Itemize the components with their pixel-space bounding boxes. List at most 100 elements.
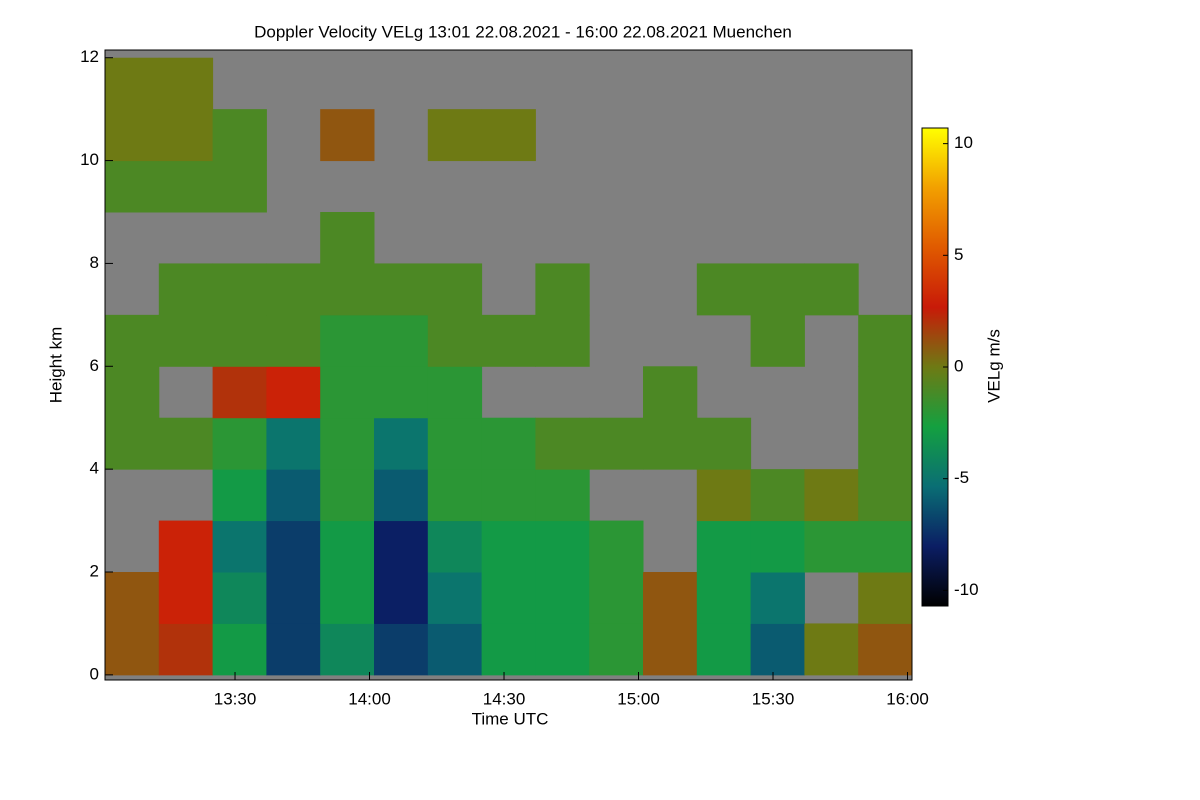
heatmap-cell xyxy=(589,572,644,624)
heatmap-cell xyxy=(481,520,536,573)
heatmap-cell xyxy=(858,623,913,676)
heatmap-cell xyxy=(643,623,698,676)
heatmap-cell xyxy=(696,623,752,676)
colorbar-tick-label: 0 xyxy=(954,356,963,375)
colorbar-label: VELg m/s xyxy=(984,329,1003,403)
heatmap-cell xyxy=(427,366,483,419)
heatmap-cell xyxy=(374,623,429,676)
heatmap-cell xyxy=(374,520,429,573)
heatmap-cell xyxy=(320,520,375,573)
heatmap-cell xyxy=(858,366,913,419)
heatmap-cell xyxy=(804,469,859,522)
y-tick-label: 8 xyxy=(90,253,99,272)
heatmap-cell xyxy=(750,572,805,624)
heatmap-cell xyxy=(266,417,321,470)
heatmap-cell xyxy=(427,109,483,162)
heatmap-cell xyxy=(374,314,429,367)
heatmap-cell xyxy=(158,520,214,573)
heatmap-cell xyxy=(696,263,752,316)
heatmap-cell xyxy=(212,263,267,316)
heatmap-cell xyxy=(105,109,160,162)
heatmap-cell xyxy=(374,366,429,419)
heatmap-cell xyxy=(320,109,375,162)
heatmap-cell xyxy=(212,417,267,470)
heatmap-cell xyxy=(374,263,429,316)
heatmap-cell xyxy=(535,314,590,367)
heatmap-cell xyxy=(158,572,214,624)
colorbar-tick-label: -10 xyxy=(954,580,979,599)
x-axis-label: Time UTC xyxy=(472,709,549,728)
heatmap-cell xyxy=(535,623,590,676)
heatmap-cell xyxy=(643,366,698,419)
heatmap-cell xyxy=(535,469,590,522)
heatmap-cell xyxy=(535,572,590,624)
x-tick-label: 14:00 xyxy=(348,689,391,708)
heatmap-cell xyxy=(266,263,321,316)
heatmap-cell xyxy=(374,572,429,624)
heatmap-cell xyxy=(481,572,536,624)
heatmap-cell xyxy=(266,314,321,367)
heatmap-cell xyxy=(320,212,375,264)
x-tick-label: 14:30 xyxy=(483,689,526,708)
heatmap-cell xyxy=(750,623,805,676)
y-tick-label: 2 xyxy=(90,561,99,580)
heatmap-cell xyxy=(158,314,214,367)
heatmap-cell xyxy=(212,520,267,573)
heatmap-cell xyxy=(804,520,859,573)
heatmap-cell xyxy=(212,623,267,676)
heatmap-cell xyxy=(535,417,590,470)
heatmap-cell xyxy=(320,623,375,676)
heatmap-cell xyxy=(105,623,160,676)
y-tick-label: 4 xyxy=(90,459,99,478)
heatmap-cell xyxy=(105,366,160,419)
heatmap-cell xyxy=(158,623,214,676)
x-tick-label: 16:00 xyxy=(886,689,929,708)
heatmap-cell xyxy=(427,314,483,367)
heatmap-cell xyxy=(266,366,321,419)
y-axis-label: Height km xyxy=(46,327,65,404)
colorbar-tick-label: 10 xyxy=(954,133,973,152)
heatmap-cell xyxy=(320,417,375,470)
heatmap-cell xyxy=(589,417,644,470)
heatmap-cell xyxy=(158,160,214,213)
y-tick-label: 10 xyxy=(80,150,99,169)
heatmap-cell xyxy=(481,623,536,676)
heatmap-cell xyxy=(320,572,375,624)
heatmap-cell xyxy=(427,417,483,470)
heatmap-cell xyxy=(266,623,321,676)
heatmap-cell xyxy=(212,109,267,162)
heatmap-cell xyxy=(750,314,805,367)
x-tick-label: 15:00 xyxy=(617,689,660,708)
heatmap-cell xyxy=(643,572,698,624)
heatmap-cell xyxy=(212,572,267,624)
heatmap-cell xyxy=(105,417,160,470)
heatmap-cell xyxy=(105,314,160,367)
heatmap-cell xyxy=(158,263,214,316)
heatmap-cell xyxy=(696,520,752,573)
x-tick-label: 13:30 xyxy=(214,689,257,708)
colorbar-tick-label: 5 xyxy=(954,245,963,264)
heatmap-cell xyxy=(158,109,214,162)
heatmap-cell xyxy=(858,572,913,624)
heatmap-cell xyxy=(427,520,483,573)
heatmap-cell xyxy=(374,417,429,470)
heatmap-cell xyxy=(481,314,536,367)
heatmap-cell xyxy=(212,366,267,419)
y-tick-label: 12 xyxy=(80,47,99,66)
heatmap-cell xyxy=(696,469,752,522)
heatmap-cell xyxy=(266,469,321,522)
colorbar-tick-label: -5 xyxy=(954,468,969,487)
heatmap-cell xyxy=(212,314,267,367)
heatmap-cell xyxy=(320,314,375,367)
heatmap-cell xyxy=(212,469,267,522)
heatmap-cell xyxy=(535,520,590,573)
heatmap-cell xyxy=(696,417,752,470)
x-tick-label: 15:30 xyxy=(752,689,795,708)
heatmap-cell xyxy=(374,469,429,522)
heatmap-cell xyxy=(481,109,536,162)
heatmap-cell xyxy=(804,263,859,316)
plot-frame xyxy=(104,49,913,681)
heatmap-cell xyxy=(858,417,913,470)
